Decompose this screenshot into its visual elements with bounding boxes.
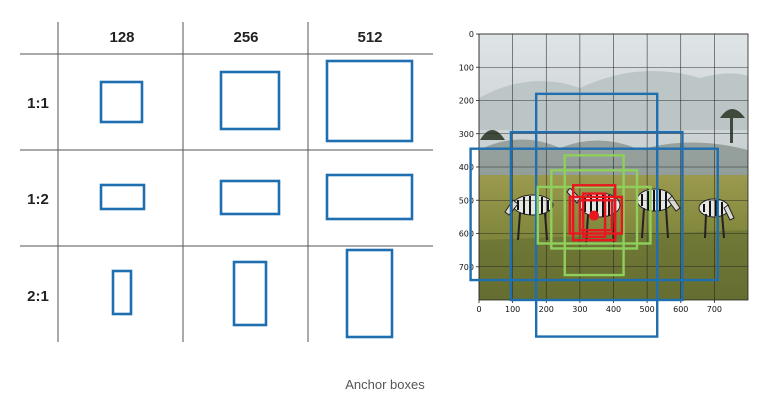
x-tick-label: 200 [539,305,554,314]
column-header-256: 256 [233,29,258,46]
x-tick-label: 600 [673,305,688,314]
y-tick-label: 300 [459,130,474,139]
y-tick-label: 100 [459,63,474,72]
figure-caption: Anchor boxes [345,377,425,392]
anchor-box [509,130,684,302]
row-header-1-2: 1:2 [27,191,49,208]
y-tick-label: 700 [459,263,474,272]
anchor-box [563,154,625,277]
anchor-box [536,185,652,245]
anchor-box-256-1-1 [219,70,281,131]
anchor-box-256-1-2 [219,179,281,216]
anchor-box-256-2-1 [232,260,268,327]
anchor-grid-table: 128 256 512 1:1 1:2 2:1 [20,22,433,342]
x-tick-label: 400 [606,305,621,314]
anchor-box-128-2-1 [111,269,133,316]
anchor-box [568,195,624,235]
anchor-box [571,184,617,242]
x-tick-label: 700 [707,305,722,314]
column-header-512: 512 [357,29,382,46]
y-tick-label: 0 [469,30,474,39]
anchor-box [582,192,607,239]
column-header-128: 128 [109,29,134,46]
x-tick-label: 300 [572,305,587,314]
plot-boxes [469,92,719,338]
anchor-box [469,147,719,282]
anchor-box [578,199,614,232]
anchor-box-128-1-1 [99,80,144,124]
x-tick-label: 0 [476,305,481,314]
y-tick-label: 400 [459,163,474,172]
anchor-center-point [588,210,599,221]
anchor-box-512-1-2 [325,173,414,221]
anchor-box-512-2-1 [345,248,394,339]
row-header-2-1: 2:1 [27,288,49,305]
plot-ticks: 0 100 200 300 400 500 600 700 0 100 200 300 400 500 60… [459,30,722,314]
anchor-box [534,92,659,338]
row-header-1-1: 1:1 [27,95,49,112]
x-tick-label: 100 [505,305,520,314]
y-tick-label: 500 [459,196,474,205]
anchor-box-512-1-1 [325,59,414,143]
y-tick-label: 600 [459,230,474,239]
anchor-box [550,169,639,250]
anchor-box-128-1-2 [99,183,146,211]
x-tick-label: 500 [639,305,654,314]
y-tick-label: 200 [459,97,474,106]
